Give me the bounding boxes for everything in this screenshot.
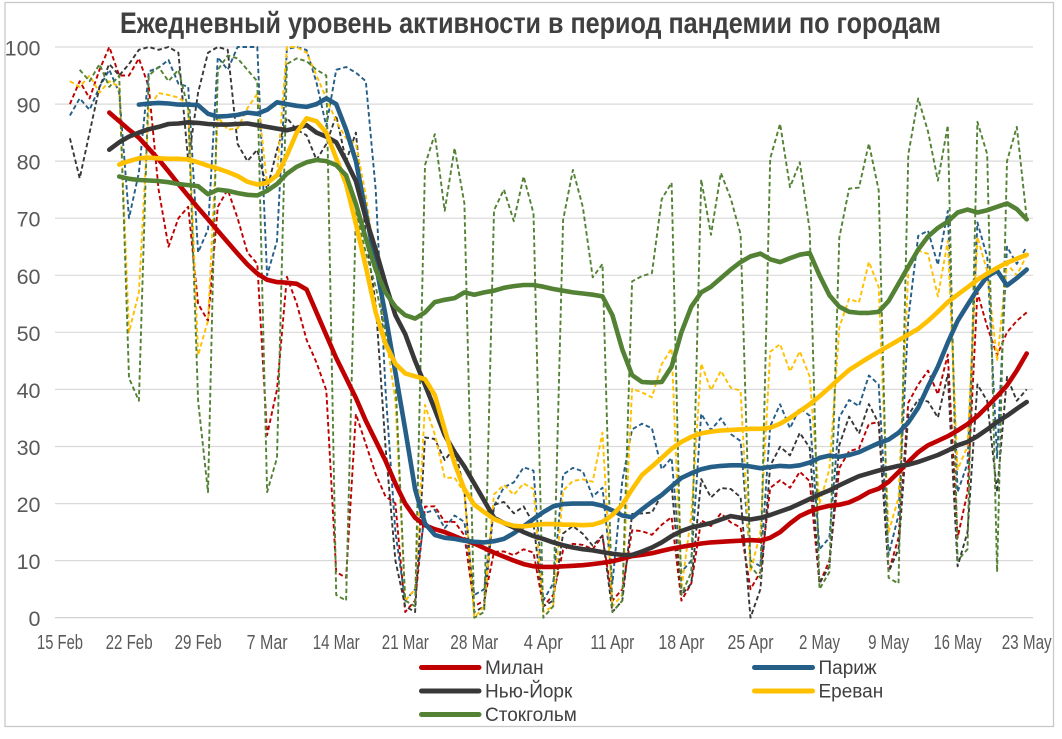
svg-text:22 Feb: 22 Feb [106, 632, 153, 654]
svg-text:2 May: 2 May [799, 632, 840, 654]
svg-text:60: 60 [17, 265, 41, 289]
svg-text:30: 30 [17, 436, 41, 460]
svg-text:4 Apr: 4 Apr [524, 632, 563, 654]
svg-text:100: 100 [5, 37, 41, 61]
svg-text:18 Apr: 18 Apr [658, 632, 704, 654]
svg-text:Париж: Париж [819, 658, 877, 679]
svg-text:Нью-Йорк: Нью-Йорк [485, 681, 573, 703]
svg-text:14 Mar: 14 Mar [313, 632, 360, 654]
svg-text:50: 50 [17, 322, 41, 346]
svg-text:0: 0 [29, 607, 41, 631]
svg-text:11 Apr: 11 Apr [590, 632, 634, 654]
svg-text:7 Mar: 7 Mar [247, 632, 288, 654]
svg-text:16 May: 16 May [934, 632, 982, 654]
svg-text:15 Feb: 15 Feb [37, 632, 83, 654]
svg-text:25 Apr: 25 Apr [728, 632, 774, 654]
svg-text:70: 70 [17, 208, 41, 232]
svg-text:90: 90 [17, 94, 41, 118]
svg-text:10: 10 [17, 550, 41, 574]
svg-text:Ереван: Ереван [819, 682, 884, 703]
svg-text:Стокгольм: Стокгольм [485, 705, 577, 726]
svg-text:Ежедневный уровень активности: Ежедневный уровень активности в период п… [120, 7, 941, 40]
svg-text:20: 20 [17, 493, 41, 517]
svg-text:23 May: 23 May [1002, 632, 1052, 654]
svg-text:29 Feb: 29 Feb [175, 632, 222, 654]
svg-text:9 May: 9 May [868, 632, 909, 654]
svg-text:Милан: Милан [485, 658, 544, 679]
svg-text:28 Mar: 28 Mar [450, 632, 498, 654]
svg-text:80: 80 [17, 151, 41, 175]
svg-text:21 Mar: 21 Mar [382, 632, 429, 654]
svg-text:40: 40 [17, 379, 41, 403]
